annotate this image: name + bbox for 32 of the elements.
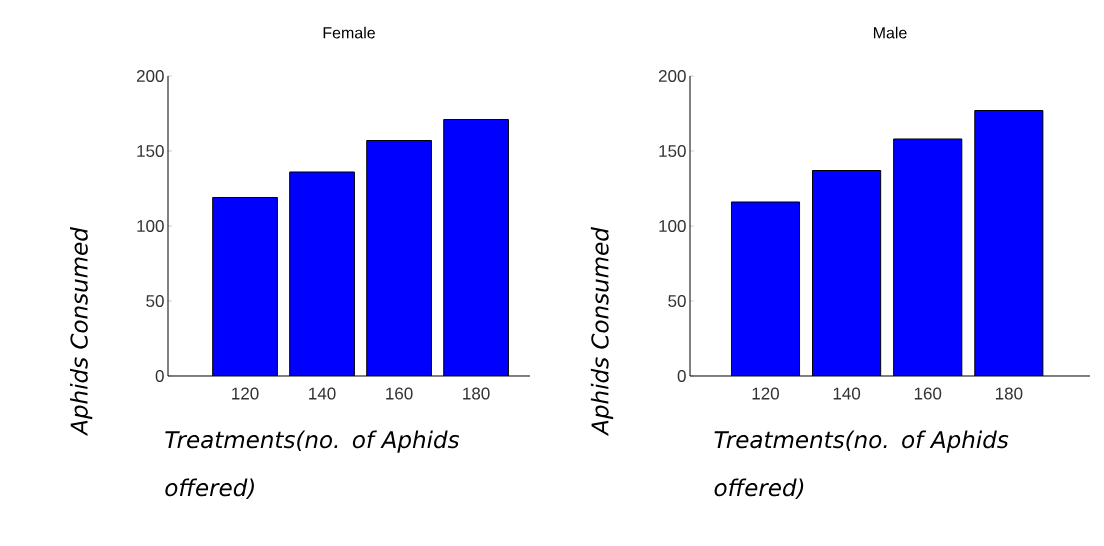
x-tick-label: 160 (386, 387, 413, 400)
bar (731, 201, 800, 376)
bar (974, 109, 1044, 376)
y-tick-label: 50 (668, 294, 686, 308)
x-axis-title: Treatments(no. of Aphids offered) (165, 430, 460, 500)
y-tick-label: 150 (137, 144, 164, 158)
x-tick-label: 140 (309, 387, 336, 400)
y-axis-title: Aphids Consumed (69, 227, 93, 437)
bar (893, 138, 962, 376)
x-tick-label: 120 (752, 387, 779, 400)
y-tick-label: 100 (659, 219, 686, 233)
bar (812, 170, 881, 376)
y-tick-label: 0 (677, 369, 686, 383)
x-tick-label: 160 (914, 387, 942, 400)
bar (212, 197, 278, 376)
y-tick-label: 200 (136, 69, 164, 83)
y-tick-label: 0 (155, 369, 164, 383)
y-tick-label: 100 (137, 219, 164, 233)
x-tick-label: 180 (995, 387, 1023, 400)
x-tick-label: 140 (833, 387, 861, 400)
y-tick-label: 200 (658, 69, 686, 83)
y-axis-title: Aphids Consumed (590, 227, 614, 437)
x-tick-label: 120 (232, 387, 259, 400)
bar (289, 171, 355, 376)
y-tick-label: 50 (146, 294, 164, 308)
x-axis-title: Treatments(no. of Aphids offered) (714, 430, 1009, 500)
bar (443, 118, 509, 376)
x-tick-label: 180 (463, 387, 490, 400)
bar (366, 140, 432, 376)
chart-title: Male (873, 26, 907, 39)
chart-title: Female (323, 26, 375, 39)
y-tick-label: 150 (659, 144, 686, 158)
